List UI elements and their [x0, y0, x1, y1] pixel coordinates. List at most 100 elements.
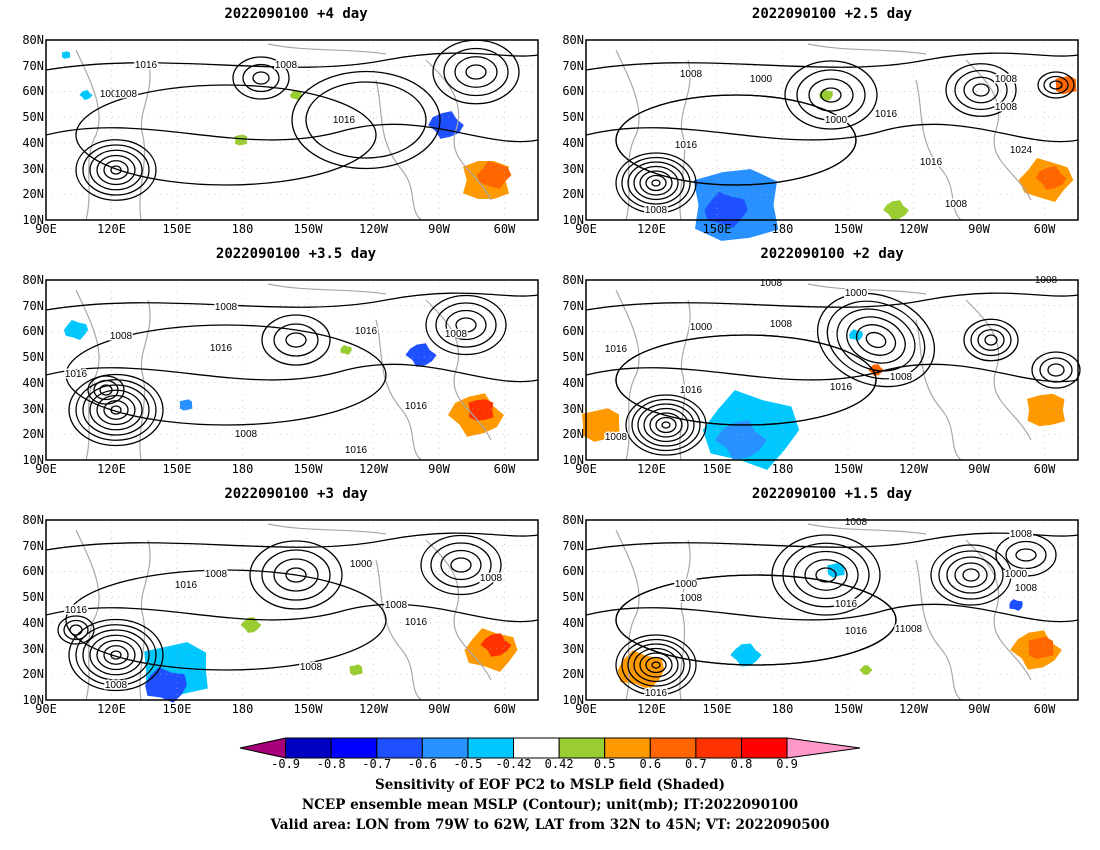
lat-tick-label: 80N [562, 273, 584, 287]
contour-label: 1016 [845, 626, 868, 637]
lat-tick-label: 80N [562, 33, 584, 47]
lon-tick-label: 60W [1033, 222, 1056, 236]
colorbar-segment [695, 737, 742, 759]
lon-tick-label: 90W [968, 702, 990, 716]
lon-tick-label: 60W [1033, 702, 1056, 716]
lat-tick-label: 80N [22, 33, 44, 47]
lat-tick-label: 40N [22, 615, 44, 630]
contour-label: 1008 [770, 319, 793, 330]
map-panel-1: 1016 1008 1008 1008 1016 [45, 39, 539, 221]
lon-tick-label: 90E [35, 462, 57, 476]
contour-label: 1008 [480, 573, 503, 584]
sensitivity-shading [581, 329, 1065, 470]
contour-label: 1016 [210, 343, 233, 354]
colorbar [239, 737, 861, 759]
lat-tick-label: 10N [22, 693, 44, 707]
contour-label: 1008 [645, 205, 668, 216]
map-panel-6: 1008 1008 1000 1008 1016 1000 1016 1016 1008 1016… [585, 516, 1079, 701]
lat-tick-label: 50N [562, 590, 584, 605]
contour-labels: 1008 1000 1008 1000 1016 1016 1008 1016 1008 1024… [643, 68, 1034, 218]
lat-tick-label: 70N [22, 298, 44, 313]
lat-tick-label: 60N [562, 564, 584, 579]
lat-tick-label: 80N [22, 273, 44, 287]
colorbar-tick-label: 0.42 [544, 757, 574, 771]
contour-label: 1016 [875, 109, 898, 120]
lat-tick-label: 10N [562, 213, 584, 227]
lon-tick-label: 120W [359, 462, 388, 476]
lon-tick-label: 60W [493, 702, 516, 716]
contour-label: 1008 [445, 329, 468, 340]
contour-label: 1008 [845, 517, 868, 528]
lat-tick-label: 10N [562, 693, 584, 707]
lon-tick-label: 120W [899, 462, 928, 476]
contour-label: 1008 [890, 372, 913, 383]
colorbar-tick-label: 0.5 [593, 757, 616, 771]
lat-tick-label: 30N [562, 401, 584, 416]
coastlines [615, 523, 1032, 701]
colorbar-segment [285, 737, 332, 759]
contour-label: 1016 [405, 617, 428, 628]
lon-tick-label: 180 [771, 222, 794, 236]
map-svg: 1008 1008 1016 1016 1008 1016 1016 1008 1016 [45, 279, 539, 461]
lon-tick-label: 120W [899, 222, 928, 236]
contour-label: 1000 [845, 288, 868, 299]
lat-tick-label: 30N [22, 161, 44, 176]
lon-tick-label: 90E [575, 462, 597, 476]
colorbar-segment [421, 737, 469, 759]
lon-tick-label: 120E [637, 462, 666, 476]
lat-tick-label: 70N [22, 58, 44, 73]
lat-tick-label: 50N [22, 110, 44, 125]
colorbar-tick-label: -0.9 [271, 757, 301, 771]
contour-label: 1000 [350, 559, 373, 570]
contour-label: 1016 [675, 140, 698, 151]
contour-labels: 1008 1000 1016 1008 1008 1016 1016 1008 1008 [63, 558, 504, 693]
contour-label: 1000 [1005, 569, 1028, 580]
colorbar-segment [513, 737, 560, 759]
mslp-contours [45, 532, 539, 692]
map-panel-2: 1008 1000 1008 1000 1016 1016 1008 1016 1008 1024… [585, 39, 1079, 241]
caption-line-1: Sensitivity of EOF PC2 to MSLP field (Sh… [374, 777, 726, 793]
colorbar-segment [558, 737, 606, 759]
contour-label: 1016 [835, 599, 858, 610]
contour-labels: 1008 1008 1016 1016 1008 1016 1016 1008 1016 [63, 301, 469, 458]
contour-label: 1000 [825, 115, 848, 126]
caption-line-3: Valid area: LON from 79W to 62W, LAT fro… [270, 817, 830, 833]
lat-tick-label: 20N [22, 667, 44, 682]
contour-label: 1016 [65, 605, 88, 616]
lat-tick-label: 50N [22, 350, 44, 365]
sensitivity-shading [63, 320, 504, 437]
contour-label: 1008 [385, 600, 408, 611]
map-panel-3: 1008 1008 1016 1016 1008 1016 1016 1008 1016 [45, 279, 539, 461]
contour-label: 1000 [750, 74, 773, 85]
lat-tick-label: 80N [22, 513, 44, 527]
contour-label: 1000 [675, 579, 698, 590]
lat-tick-label: 10N [562, 453, 584, 467]
lat-tick-label: 30N [22, 401, 44, 416]
lat-tick-label: 50N [22, 590, 44, 605]
contour-label: 1016 [333, 115, 356, 126]
lon-tick-label: 90W [968, 462, 990, 476]
contour-label: 1016 [345, 445, 368, 456]
lat-tick-label: 60N [22, 564, 44, 579]
lat-tick-label: 50N [562, 350, 584, 365]
lat-tick-label: 60N [22, 324, 44, 339]
gridlines [46, 520, 538, 700]
contour-label: 1008 [275, 60, 298, 71]
lon-tick-label: 120E [97, 462, 126, 476]
colorbar-segment [604, 737, 651, 759]
contour-label: 1008 [900, 624, 923, 635]
lat-tick-label: 20N [22, 187, 44, 202]
colorbar-tick-label: 0.9 [776, 757, 798, 771]
lat-tick-label: 70N [562, 58, 584, 73]
lat-tick-label: 20N [562, 427, 584, 442]
lon-tick-label: 150E [162, 222, 192, 236]
lon-tick-label: 150W [293, 702, 323, 716]
lat-tick-label: 30N [562, 161, 584, 176]
panel-title-6: 2022090100 +1.5 day [751, 486, 913, 502]
colorbar-tick-label: -0.6 [407, 757, 437, 771]
